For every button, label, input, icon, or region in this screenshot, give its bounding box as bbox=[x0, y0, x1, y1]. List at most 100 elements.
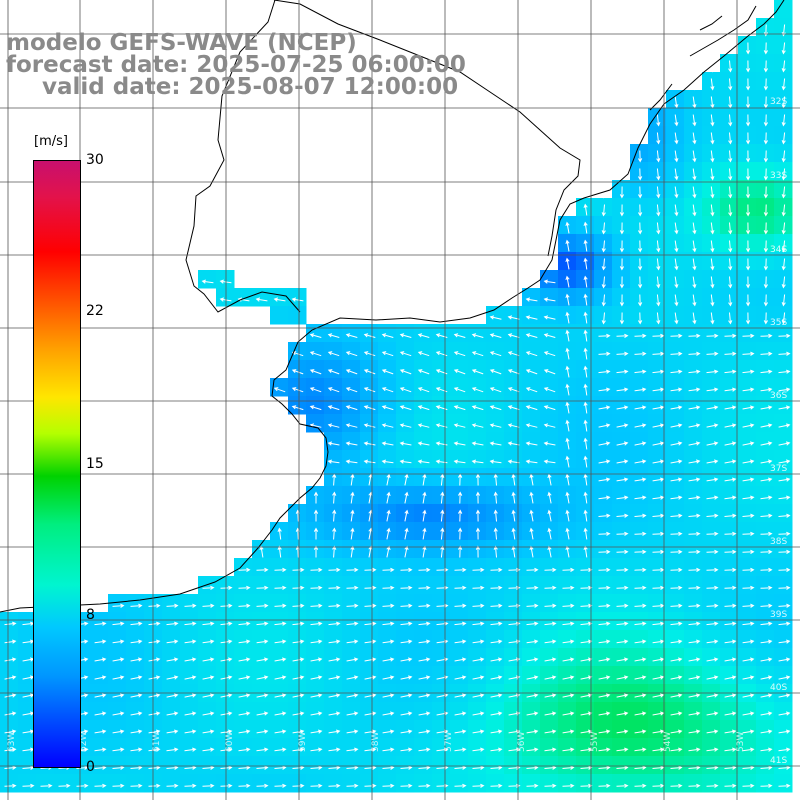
wind-cell bbox=[324, 360, 343, 379]
lat-label: 33S bbox=[770, 171, 787, 181]
wind-arrow bbox=[742, 459, 755, 464]
lat-label: 37S bbox=[770, 464, 787, 474]
wind-cell bbox=[180, 756, 199, 775]
wind-cell bbox=[702, 666, 721, 685]
wind-cell bbox=[756, 288, 775, 307]
wind-arrow bbox=[565, 221, 570, 234]
wind-arrow bbox=[601, 294, 606, 307]
wind-arrow bbox=[616, 549, 629, 555]
wind-cell bbox=[594, 756, 613, 775]
wind-cell bbox=[378, 612, 397, 631]
wind-arrow bbox=[400, 729, 413, 734]
wind-cell bbox=[630, 450, 649, 469]
wind-arrow bbox=[598, 333, 611, 339]
wind-arrow bbox=[583, 473, 588, 486]
wind-arrow bbox=[525, 441, 538, 446]
wind-arrow bbox=[652, 585, 665, 590]
wind-arrow bbox=[453, 351, 466, 357]
wind-arrow bbox=[166, 693, 179, 698]
wind-arrow bbox=[130, 693, 143, 698]
wind-cell bbox=[648, 558, 667, 577]
wind-cell bbox=[270, 612, 289, 631]
wind-arrow bbox=[274, 657, 287, 662]
wind-arrow bbox=[543, 279, 556, 284]
wind-cell bbox=[756, 432, 775, 451]
wind-arrow bbox=[634, 729, 647, 734]
lat-label: 34S bbox=[770, 245, 787, 255]
wind-arrow bbox=[781, 258, 786, 271]
wind-arrow bbox=[728, 78, 733, 91]
wind-arrow bbox=[184, 747, 197, 752]
wind-cell bbox=[396, 756, 415, 775]
wind-cell bbox=[468, 432, 487, 451]
wind-arrow bbox=[382, 783, 395, 788]
wind-arrow bbox=[706, 369, 719, 374]
wind-arrow bbox=[656, 222, 661, 235]
wind-cell bbox=[612, 738, 631, 757]
wind-cell bbox=[378, 666, 397, 685]
wind-cell bbox=[540, 630, 559, 649]
wind-arrow bbox=[728, 114, 733, 127]
wind-cell bbox=[630, 396, 649, 415]
wind-arrow bbox=[490, 567, 503, 573]
wind-arrow bbox=[526, 729, 539, 734]
wind-arrow bbox=[706, 387, 719, 392]
wind-cell bbox=[522, 666, 541, 685]
wind-arrow bbox=[634, 531, 647, 536]
wind-arrow bbox=[166, 747, 179, 752]
wind-arrow bbox=[652, 513, 665, 518]
wind-cell bbox=[396, 558, 415, 577]
wind-arrow bbox=[742, 747, 755, 752]
wind-arrow bbox=[745, 150, 751, 163]
wind-cell bbox=[540, 612, 559, 631]
wind-cell bbox=[108, 774, 127, 793]
wind-arrow bbox=[565, 365, 570, 378]
wind-cell bbox=[702, 522, 721, 541]
wind-cell bbox=[504, 432, 523, 451]
wind-cell bbox=[504, 648, 523, 667]
wind-arrow bbox=[472, 603, 485, 608]
wind-cell bbox=[360, 414, 379, 433]
wind-cell bbox=[666, 324, 685, 343]
wind-cell bbox=[360, 738, 379, 757]
wind-cell bbox=[450, 576, 469, 595]
wind-arrow bbox=[363, 369, 376, 375]
wind-cell bbox=[756, 774, 775, 793]
wind-cell bbox=[234, 756, 253, 775]
wind-cell bbox=[756, 216, 775, 235]
wind-arrow bbox=[399, 441, 412, 446]
wind-arrow bbox=[637, 168, 643, 181]
wind-arrow bbox=[583, 347, 588, 360]
wind-cell bbox=[540, 702, 559, 721]
wind-arrow bbox=[457, 545, 463, 558]
wind-arrow bbox=[511, 473, 516, 486]
wind-cell bbox=[540, 450, 559, 469]
wind-cell bbox=[468, 486, 487, 505]
wind-cell bbox=[414, 432, 433, 451]
wind-cell bbox=[414, 756, 433, 775]
wind-arrow bbox=[745, 60, 751, 73]
wind-arrow bbox=[94, 675, 107, 680]
wind-arrow bbox=[583, 419, 588, 432]
wind-cell bbox=[522, 612, 541, 631]
wind-arrow bbox=[472, 657, 485, 662]
wind-cell bbox=[396, 702, 415, 721]
wind-arrow bbox=[291, 351, 304, 357]
wind-arrow bbox=[454, 783, 467, 788]
wind-arrow bbox=[493, 527, 498, 540]
wind-cell bbox=[702, 738, 721, 757]
colorbar-tick-8: 8 bbox=[86, 607, 95, 623]
wind-cell bbox=[306, 414, 325, 433]
wind-cell bbox=[666, 558, 685, 577]
wind-arrow bbox=[435, 351, 448, 357]
wind-cell bbox=[504, 414, 523, 433]
wind-arrow bbox=[778, 657, 791, 662]
wind-arrow bbox=[656, 276, 661, 289]
wind-arrow bbox=[616, 387, 629, 392]
wind-arrow bbox=[148, 639, 161, 644]
wind-arrow bbox=[674, 204, 679, 217]
wind-arrow bbox=[634, 333, 647, 339]
wind-cell bbox=[198, 648, 217, 667]
wind-arrow bbox=[637, 240, 643, 253]
wind-arrow bbox=[706, 747, 719, 752]
